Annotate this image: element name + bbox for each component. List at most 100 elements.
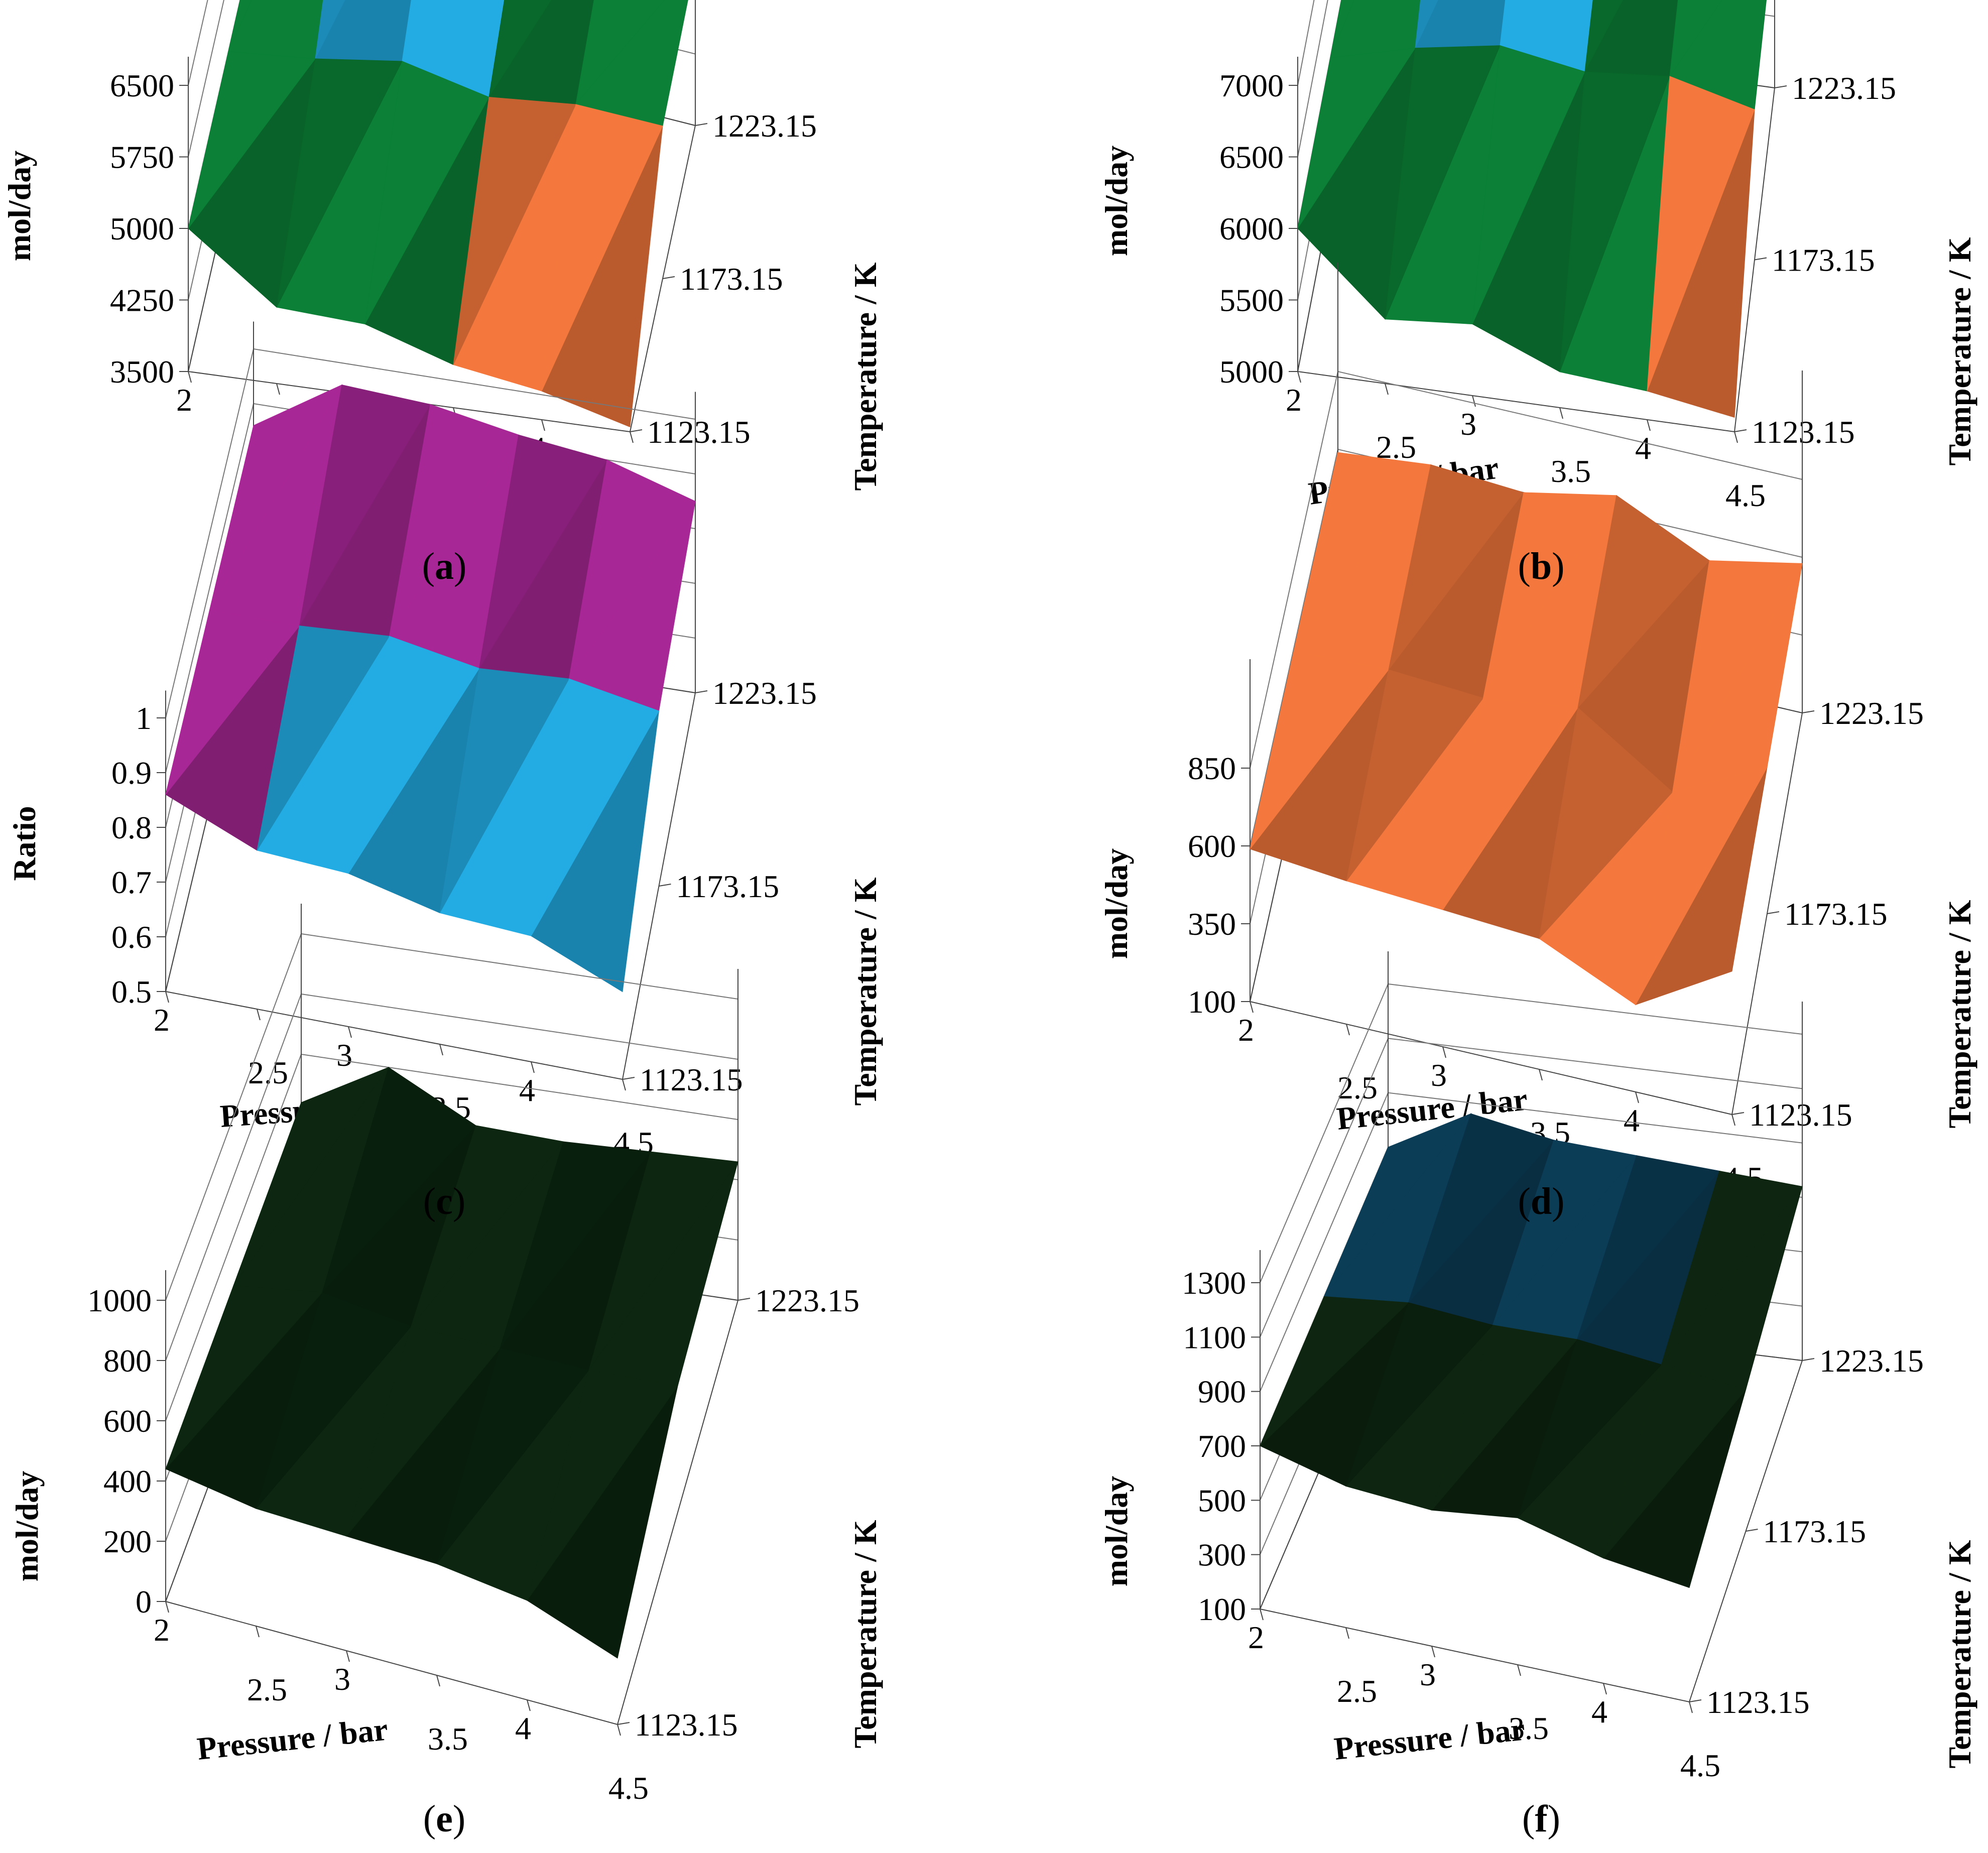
y-tick-mark [695, 690, 708, 693]
x-tick-mark [1559, 407, 1563, 419]
panel-caption-b: (b) [1518, 545, 1565, 587]
x-tick-label: 4.5 [608, 1770, 649, 1806]
z-tick-label: 0.6 [111, 919, 152, 955]
x-tick-mark [1635, 1091, 1639, 1103]
surface-facet [1297, 48, 1416, 229]
x-tick-mark [1260, 1609, 1264, 1621]
x-tick-mark [531, 1061, 535, 1073]
x-tick-mark [1472, 395, 1476, 407]
surface-facet [188, 51, 316, 229]
x-tick-label: 3 [334, 1661, 350, 1697]
surface-facet [588, 1151, 738, 1371]
x-tick-mark [1345, 1627, 1349, 1639]
surface-facet [569, 459, 696, 679]
surface-facet [1603, 1364, 1747, 1559]
y-tick-label: 1223.15 [712, 675, 817, 711]
z-tick-label: 850 [1188, 751, 1236, 786]
x-tick-mark [1431, 1646, 1435, 1658]
surface-facet [1517, 1339, 1662, 1518]
z-axis-ticks: 0.5 0.6 0.7 0.8 0.9 1 [111, 700, 166, 1010]
z-tick-label: 200 [103, 1524, 152, 1559]
chart-panel-b: 22.533.544.51123.151173.151223.155000550… [1098, 0, 1977, 513]
x-tick-label: 3 [1420, 1657, 1436, 1692]
y-tick-mark [1802, 710, 1815, 713]
surface-facet [1294, 452, 1431, 651]
x-tick-mark [1647, 419, 1651, 431]
x-tick-label: 3 [1460, 406, 1476, 442]
z-tick-label: 0 [136, 1584, 152, 1620]
surface-facet [1260, 1296, 1409, 1446]
surface-facet [527, 1370, 678, 1601]
surface [1250, 452, 1803, 1006]
y-tick-mark [662, 276, 675, 279]
y-tick-label: 1173.15 [680, 261, 783, 297]
z-tick-label: 100 [1198, 1591, 1246, 1627]
x-axis-label: Pressure / bar [1332, 1711, 1527, 1766]
surface [1260, 1113, 1803, 1588]
surface-facet [1385, 45, 1501, 319]
z-axis-ticks: 100 350 600 850 [1188, 751, 1250, 1020]
y-tick-label: 1123.15 [1749, 1097, 1852, 1133]
surface-facet [531, 678, 660, 936]
z-tick-label: 0.8 [111, 810, 152, 845]
surface-facet [209, 384, 343, 610]
z-tick-label: 4250 [110, 283, 174, 318]
surface-facet [1647, 76, 1755, 392]
x-tick-label: 2.5 [247, 1672, 287, 1707]
y-tick-mark [617, 1722, 630, 1725]
y-tick-mark [1731, 1112, 1745, 1115]
panel-caption-d: (d) [1518, 1180, 1565, 1222]
surface-facet [402, 0, 442, 62]
surface-facet [439, 668, 570, 913]
panel-caption-c: (c) [423, 1180, 466, 1222]
surface-facet [1635, 767, 1768, 1005]
z-tick-label: 1300 [1182, 1265, 1246, 1301]
surface-facet [364, 61, 489, 324]
z-tick-label: 400 [103, 1463, 152, 1499]
y-axis-label: Temperature / K [1942, 1540, 1977, 1768]
surface-facet [1669, 0, 1722, 77]
surface [165, 384, 696, 993]
z-tick-label: 300 [1198, 1537, 1246, 1573]
surface-facet [541, 104, 663, 392]
surface-facet [346, 1326, 501, 1537]
y-tick-mark [1734, 429, 1747, 432]
surface-facet [436, 1347, 589, 1564]
chart-panel-d: 22.533.544.51123.151173.151223.151003506… [1098, 263, 1977, 1196]
x-tick-mark [276, 383, 280, 395]
z-tick-label: 500 [1198, 1483, 1246, 1518]
surface-facet [165, 1285, 323, 1469]
z-tick-label: 6500 [1219, 140, 1284, 175]
surface-facet [1483, 492, 1617, 698]
chart-panel-a: 22.533.544.51123.151173.151223.153500425… [2, 0, 883, 513]
x-tick-mark [527, 1699, 531, 1711]
y-axis-label: Temperature / K [847, 262, 883, 490]
surface-facet [1661, 1170, 1803, 1365]
y-axis-label: Temperature / K [847, 877, 883, 1105]
surface-facet [1442, 697, 1578, 910]
surface-facet [1472, 45, 1585, 324]
y-axis-label: Temperature / K [1942, 900, 1977, 1128]
x-tick-label: 4 [519, 1072, 535, 1108]
surface-facet [1408, 1113, 1554, 1303]
z-axis-label: mol/day [2, 151, 37, 261]
y-tick-label: 1123.15 [640, 1062, 743, 1097]
surface-facet [488, 0, 552, 97]
z-tick-label: 700 [1198, 1428, 1246, 1464]
surface-facet [1672, 560, 1803, 792]
surface-facet [165, 609, 300, 795]
x-tick-label: 2.5 [1337, 1673, 1377, 1709]
z-axis-label: mol/day [1098, 146, 1134, 256]
x-axis-ticks: 22.533.544.5 [1286, 371, 1766, 513]
z-tick-label: 900 [1198, 1374, 1246, 1410]
surface-facet [1584, 0, 1624, 72]
y-axis-label: Temperature / K [1942, 237, 1977, 465]
z-axis-ticks: 5000 5500 6000 6500 7000 [1219, 68, 1298, 390]
y-axis-ticks: 1123.15 1173.15 1223.15 [630, 108, 817, 450]
surface-facet [315, 0, 345, 59]
surface-facet [228, 0, 252, 52]
surface-facet [299, 384, 431, 626]
z-tick-label: 1 [136, 700, 152, 736]
z-tick-label: 6000 [1219, 211, 1284, 246]
y-tick-mark [1802, 1358, 1815, 1361]
